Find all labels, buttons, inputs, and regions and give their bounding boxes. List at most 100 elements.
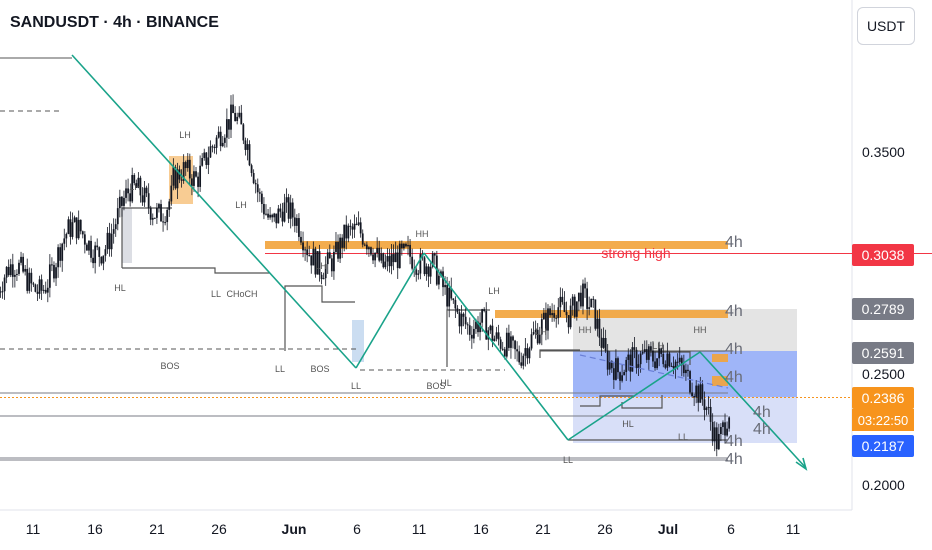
candle-body — [26, 268, 29, 291]
candle-body — [662, 353, 665, 365]
candle-body — [658, 348, 661, 359]
candle-body — [143, 187, 146, 203]
structure-label: BOS — [310, 364, 329, 374]
candle-body — [98, 247, 101, 257]
candle-body — [606, 350, 609, 370]
candle-body — [437, 275, 440, 285]
candle-body — [11, 264, 14, 277]
candle-body — [260, 193, 263, 204]
candle-body — [328, 252, 331, 259]
candle-body — [164, 222, 167, 224]
structure-label: LH — [235, 200, 247, 210]
candle-body — [333, 251, 335, 272]
candle-body — [57, 247, 59, 268]
structure-label: LL — [563, 455, 573, 465]
candle-body — [627, 354, 630, 360]
candle-body — [450, 287, 453, 299]
timeframe-label: 4h — [725, 433, 743, 450]
candle-body — [392, 254, 395, 263]
candle-body — [670, 365, 673, 367]
candle-body — [664, 364, 667, 368]
timeframe-label: 4h — [725, 341, 743, 358]
candle-body — [324, 264, 327, 279]
candle-body — [16, 273, 18, 275]
candle-body — [306, 249, 309, 256]
candle-body — [217, 131, 220, 138]
candle-body — [252, 172, 255, 184]
candle-body — [343, 224, 346, 248]
candle-body — [398, 243, 401, 269]
candle-body — [51, 264, 53, 266]
candle-body — [246, 144, 249, 150]
candle-body — [75, 217, 78, 239]
candle-body — [625, 359, 628, 373]
candle-body — [341, 237, 344, 248]
candle-body — [378, 247, 381, 261]
candle-body — [431, 253, 434, 267]
candle-body — [137, 177, 140, 188]
candle-body — [415, 269, 418, 275]
candle-body — [18, 262, 20, 274]
candle-body — [417, 273, 420, 275]
candle-body — [470, 334, 473, 339]
candle-body — [48, 264, 51, 288]
candle-body — [433, 253, 436, 256]
candle-body — [180, 179, 183, 181]
candle-body — [705, 407, 708, 411]
candle-body — [285, 197, 288, 203]
candle-body — [483, 309, 486, 311]
candle-body — [707, 406, 710, 408]
candle-body — [374, 252, 376, 261]
candle-body — [691, 392, 693, 397]
price-tag-strong-high: 0.3038 — [852, 244, 914, 266]
candle-body — [5, 266, 8, 278]
candle-body — [532, 332, 535, 335]
candle-body — [318, 251, 321, 275]
candle-body — [201, 158, 204, 166]
candle-body — [514, 340, 516, 350]
candle-body — [170, 185, 173, 202]
candle-body — [569, 305, 572, 328]
candle-body — [322, 278, 325, 280]
x-tick-2: 21 — [149, 521, 165, 537]
candle-body — [540, 319, 543, 335]
candle-body — [30, 272, 33, 284]
candle-body — [242, 124, 245, 141]
candle-body — [487, 330, 490, 340]
price-tag-2187: 0.2187 — [852, 435, 914, 457]
structure-label: LH — [179, 130, 191, 140]
bar-countdown: 03:22:50 — [852, 409, 914, 431]
candle-body — [92, 257, 94, 264]
candle-body — [567, 315, 570, 328]
candle-body — [631, 347, 634, 372]
candle-body — [90, 240, 92, 258]
timeframe-label: 4h — [725, 234, 743, 251]
candle-body — [637, 364, 640, 369]
candle-body — [505, 332, 508, 357]
candle-body — [293, 217, 296, 226]
candle-body — [155, 208, 158, 218]
structure-label: HL — [440, 378, 452, 388]
currency-button[interactable]: USDT — [857, 7, 915, 45]
candle-body — [580, 292, 582, 307]
candle-body — [466, 324, 469, 326]
candle-body — [81, 231, 84, 235]
candle-body — [643, 349, 646, 353]
candle-body — [291, 202, 294, 218]
candle-body — [176, 169, 179, 189]
candle-body — [429, 266, 432, 277]
candle-body — [600, 337, 603, 348]
candle-body — [458, 312, 461, 327]
candle-body — [153, 217, 156, 219]
candle-body — [36, 291, 39, 294]
candle-body — [275, 213, 278, 224]
candle-body — [168, 201, 171, 210]
candle-body — [100, 256, 103, 264]
orange-zone-3 — [712, 354, 728, 362]
candle-body — [337, 241, 339, 259]
candle-body — [250, 165, 253, 173]
candle-body — [668, 353, 671, 366]
candle-body — [536, 329, 539, 344]
candle-body — [697, 385, 700, 403]
